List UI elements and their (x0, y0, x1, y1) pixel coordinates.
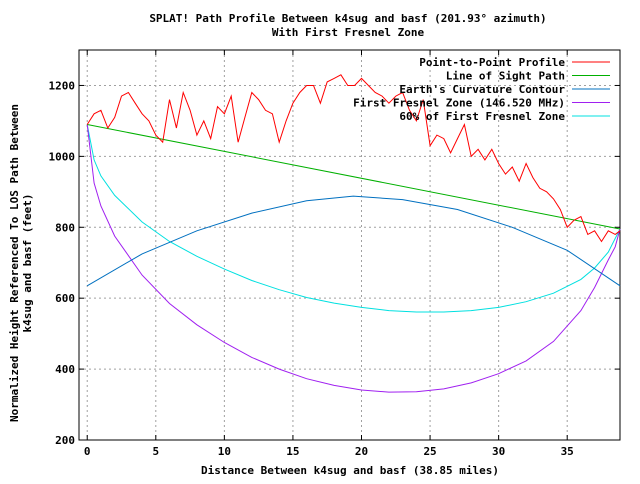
y-tick-label: 400 (55, 363, 75, 376)
x-axis-label: Distance Between k4sug and basf (38.85 m… (201, 464, 499, 477)
series-layer (86, 74, 621, 393)
legend-label-first-fresnel-zone-146-520-mhz: First Fresnel Zone (146.520 MHz) (353, 97, 565, 110)
y-tick-label: 1000 (49, 150, 76, 163)
series-line-point-to-point-profile (86, 74, 621, 243)
series-line-line-of-sight-path (87, 124, 621, 230)
y-tick-label: 800 (55, 221, 75, 234)
x-tick-label: 25 (423, 445, 436, 458)
legend-label-line-of-sight-path: Line of Sight Path (446, 70, 565, 83)
chart-title: SPLAT! Path Profile Between k4sug and ba… (149, 12, 546, 25)
y-tick-label: 600 (55, 292, 75, 305)
legend-label-earth-s-curvature-contour: Earth's Curvature Contour (399, 83, 565, 96)
series-line-60-of-first-fresnel-zone (86, 124, 621, 313)
legend-label-60-of-first-fresnel-zone: 60% of First Fresnel Zone (399, 110, 565, 123)
y-axis-label-line-2: k4sug and basf (feet) (21, 193, 34, 332)
y-axis-label-group: Normalized Height Referenced To LOS Path… (8, 104, 34, 422)
x-tick-label: 0 (84, 445, 91, 458)
x-tick-label: 10 (218, 445, 231, 458)
x-tick-label: 30 (492, 445, 505, 458)
y-tick-label: 200 (55, 434, 75, 447)
series-line-first-fresnel-zone-146-520-mhz (86, 124, 621, 393)
series-line-earth-s-curvature-contour (86, 195, 621, 287)
x-tick-label: 15 (286, 445, 299, 458)
y-tick-label: 1200 (49, 79, 76, 92)
x-tick-label: 20 (355, 445, 368, 458)
y-axis-label-line-1: Normalized Height Referenced To LOS Path… (8, 104, 21, 422)
legend-label-point-to-point-profile: Point-to-Point Profile (419, 56, 565, 69)
axes-layer: 0 5 10 15 20 25 30 35 200 400 600 800 1000 1200 (49, 49, 621, 458)
x-tick-label: 35 (561, 445, 574, 458)
x-tick-label: 5 (152, 445, 159, 458)
plot-frame (78, 49, 621, 441)
chart-subtitle: With First Fresnel Zone (272, 26, 425, 39)
